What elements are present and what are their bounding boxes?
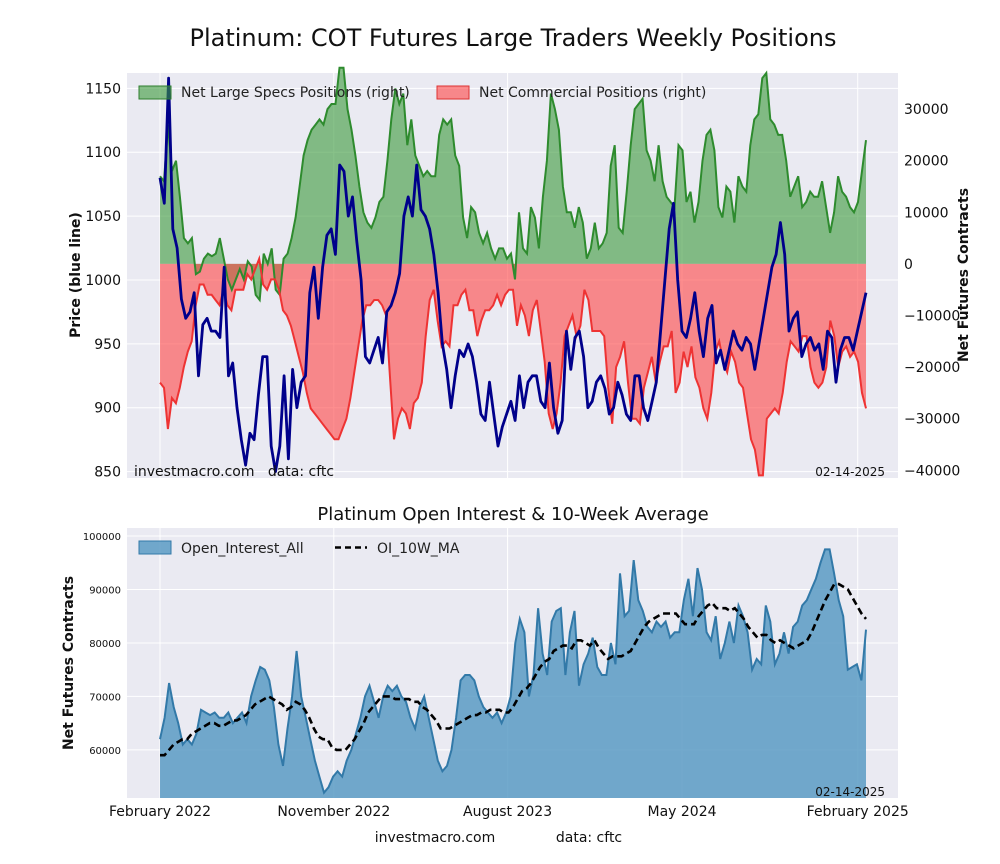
bottom-date-label: 02-14-2025 xyxy=(815,785,885,799)
top-watermark: investmacro.com data: cftc xyxy=(134,464,334,480)
bottom-y-tick-label: 60000 xyxy=(89,746,121,757)
top-left-tick-label: 1100 xyxy=(85,145,121,161)
top-left-tick-label: 1050 xyxy=(85,209,121,225)
legend-swatch-specs xyxy=(138,85,172,100)
top-left-tick-label: 1000 xyxy=(85,273,121,289)
legend-swatch-oi xyxy=(138,540,172,555)
top-left-tick-label: 900 xyxy=(94,401,121,417)
top-right-tick-label: 20000 xyxy=(904,154,949,170)
bottom-x-tick-label: August 2023 xyxy=(463,804,552,820)
top-right-tick-label: −30000 xyxy=(904,412,960,428)
bottom-y-axis: 60000 70000 80000 90000 100000 xyxy=(83,532,121,757)
footer-source: data: cftc xyxy=(556,830,622,846)
legend-swatch-comm xyxy=(436,85,470,100)
legend-label-oi: Open_Interest_All xyxy=(181,541,304,557)
bottom-areas xyxy=(159,548,867,798)
top-left-axis-label: Price (blue line) xyxy=(68,212,84,338)
top-right-tick-label: −40000 xyxy=(904,463,960,479)
top-left-tick-label: 950 xyxy=(94,337,121,353)
top-right-axis-label: Net Futures Contracts xyxy=(956,188,972,362)
legend-label-comm: Net Commercial Positions (right) xyxy=(479,85,706,101)
legend-label-ma: OI_10W_MA xyxy=(377,541,460,557)
top-right-tick-label: 10000 xyxy=(904,205,949,221)
footer-site: investmacro.com xyxy=(375,830,495,846)
comm-line xyxy=(159,254,867,477)
price-line-group xyxy=(158,76,868,473)
bottom-x-axis: February 2022 November 2022 August 2023 May… xyxy=(109,804,909,820)
bottom-legend: Open_Interest_All OI_10W_MA xyxy=(138,540,460,557)
top-left-tick-label: 850 xyxy=(94,465,121,481)
top-legend: Net Large Specs Positions (right) Net Co… xyxy=(138,85,706,101)
top-right-tick-label: −10000 xyxy=(904,308,960,324)
top-right-axis: −40000 −30000 −20000 −10000 0 10000 20000 30000 xyxy=(904,102,960,479)
specs-line xyxy=(159,66,867,303)
oi-ma-line xyxy=(160,582,867,757)
bottom-x-tick-label: February 2022 xyxy=(109,804,211,820)
top-chart-title: Platinum: COT Futures Large Traders Week… xyxy=(189,24,836,52)
legend-label-specs: Net Large Specs Positions (right) xyxy=(181,85,410,101)
bottom-y-axis-label: Net Futures Contracts xyxy=(61,576,77,750)
bottom-x-tick-label: May 2024 xyxy=(648,804,717,820)
bottom-y-tick-label: 70000 xyxy=(89,692,121,703)
top-left-tick-label: 1150 xyxy=(85,81,121,97)
comm-area xyxy=(160,258,866,476)
bottom-chart-title: Platinum Open Interest & 10-Week Average xyxy=(317,504,708,525)
top-right-tick-label: −20000 xyxy=(904,360,960,376)
oi-line xyxy=(159,548,867,795)
top-left-axis: 850 900 950 1000 1050 1100 1150 xyxy=(85,81,121,480)
top-right-tick-label: 0 xyxy=(904,257,913,273)
bottom-x-tick-label: February 2025 xyxy=(807,804,909,820)
bottom-y-tick-label: 100000 xyxy=(83,532,121,543)
top-date-label: 02-14-2025 xyxy=(815,465,885,479)
bottom-y-tick-label: 80000 xyxy=(89,639,121,650)
bottom-x-tick-label: November 2022 xyxy=(277,804,390,820)
bottom-y-tick-label: 90000 xyxy=(89,585,121,596)
price-line xyxy=(158,76,868,473)
top-right-tick-label: 30000 xyxy=(904,102,949,118)
